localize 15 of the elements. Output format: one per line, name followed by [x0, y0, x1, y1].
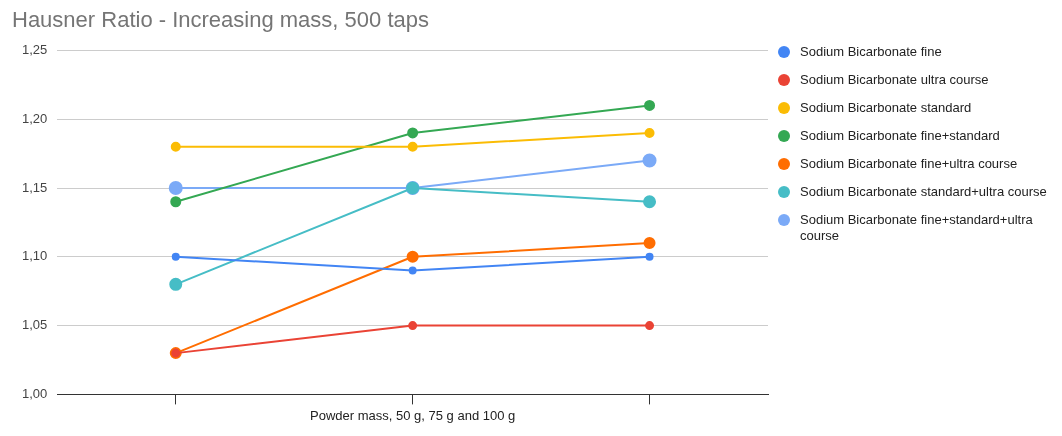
chart-title: Hausner Ratio - Increasing mass, 500 taps — [12, 7, 429, 33]
legend-label: Sodium Bicarbonate standard+ultra course — [800, 184, 1047, 200]
y-tick-label: 1,15 — [21, 179, 48, 195]
legend-label: Sodium Bicarbonate fine — [800, 44, 942, 60]
y-tick-label: 1,25 — [21, 41, 48, 57]
legend-label: Sodium Bicarbonate standard — [800, 100, 972, 116]
y-tick-label: 1,05 — [21, 317, 48, 333]
legend-label: Sodium Bicarbonate ultra course — [800, 72, 989, 88]
legend-label: Sodium Bicarbonate fine+ultra course — [800, 156, 1018, 172]
y-tick-label: 1,20 — [21, 110, 48, 126]
x-axis-title: Powder mass, 50 g, 75 g and 100 g — [310, 407, 516, 423]
y-tick-label: 1,10 — [21, 248, 48, 264]
y-tick-label: 1,00 — [21, 385, 48, 401]
legend-label: Sodium Bicarbonate fine+standard — [800, 128, 1000, 144]
legend-label: Sodium Bicarbonate fine+standard+ultra course — [800, 212, 1034, 244]
